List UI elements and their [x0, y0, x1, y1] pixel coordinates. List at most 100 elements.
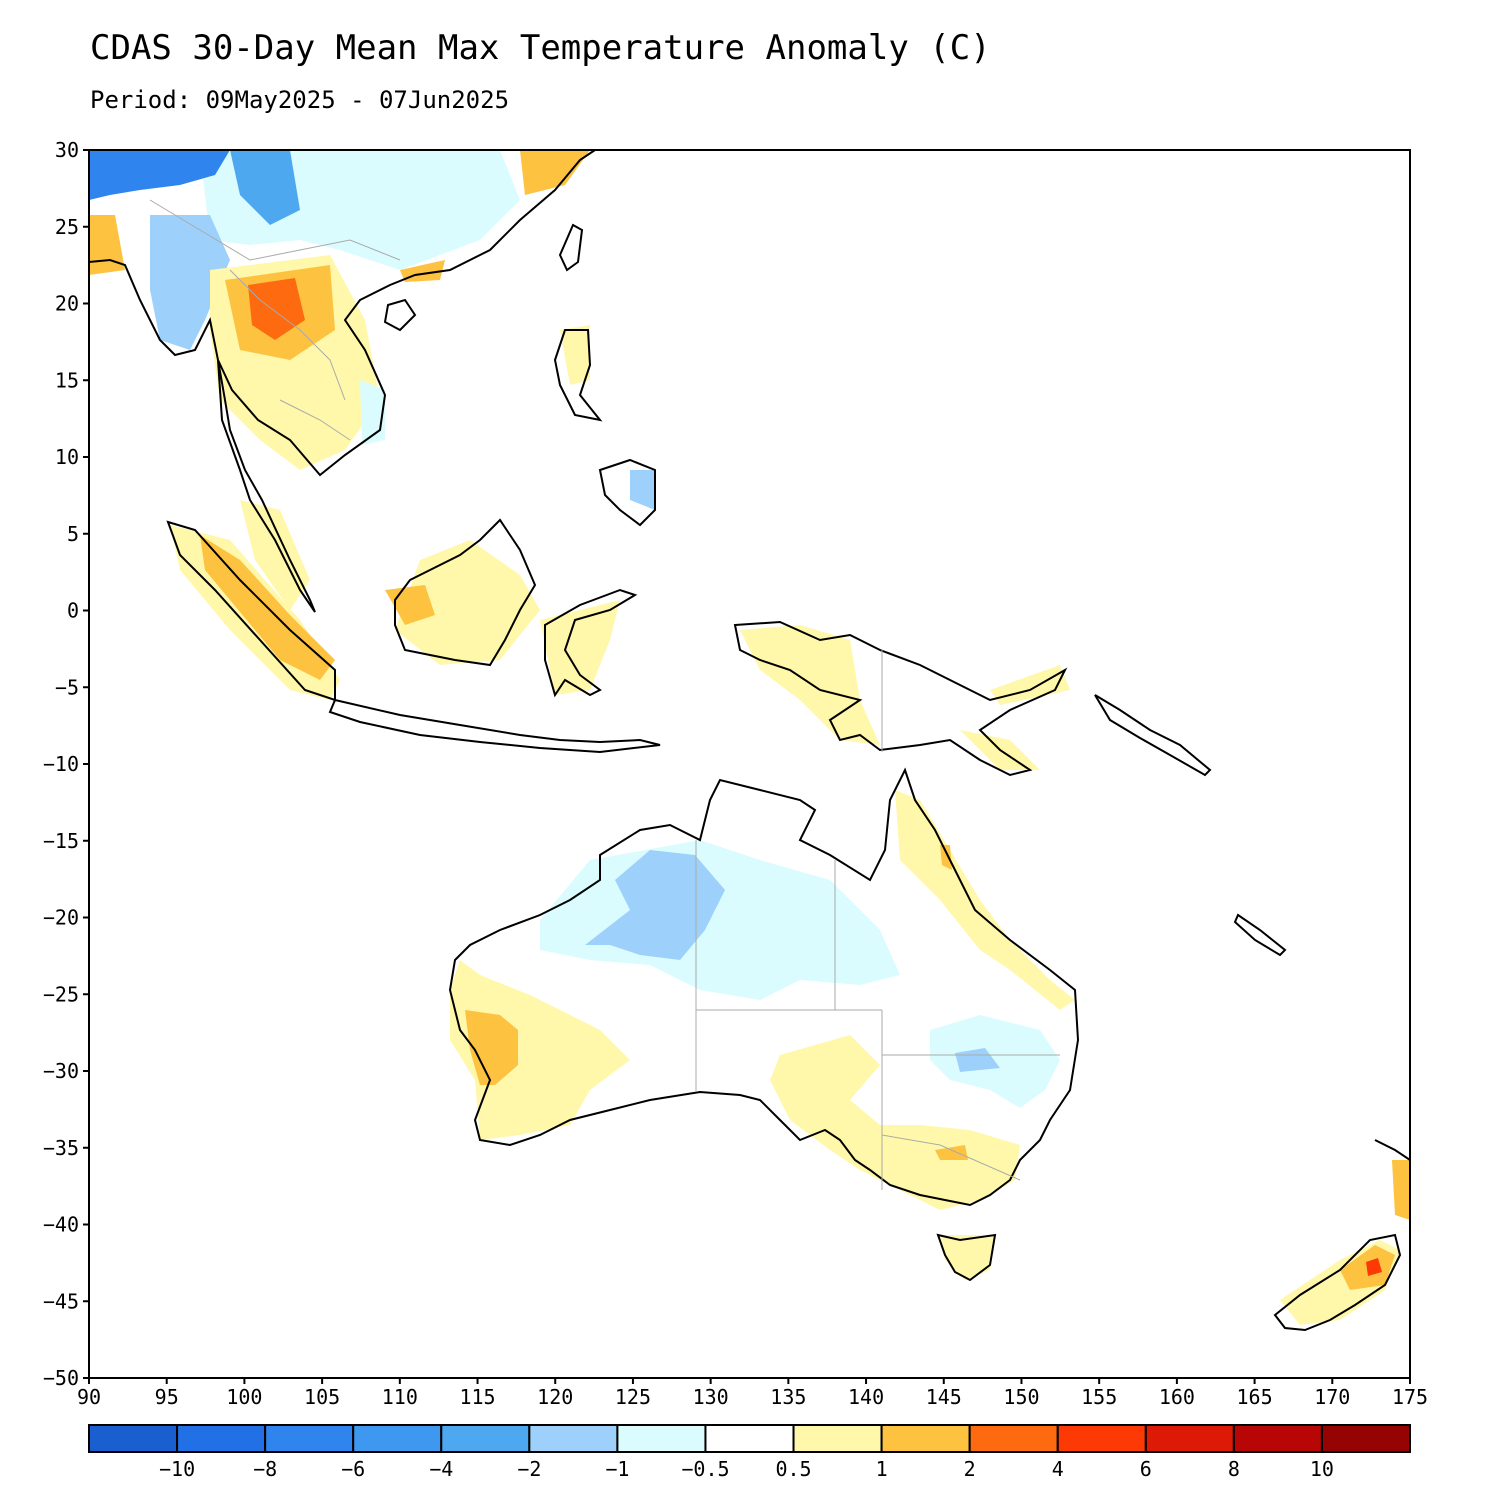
nz-north-coastline [1374, 1139, 1410, 1161]
colorbar-label: 6 [1140, 1457, 1152, 1481]
lat-tick-label: −20 [43, 906, 79, 930]
borders [149, 199, 1060, 1190]
lon-tick-label: 100 [226, 1385, 262, 1409]
lat-tick-label: −45 [43, 1289, 79, 1313]
myanmar-cool-region [150, 215, 230, 350]
sw-australia-warm-region [465, 1010, 518, 1085]
lon-tick-label: 165 [1237, 1385, 1273, 1409]
sw-australia-pale-region [450, 960, 630, 1140]
colorbar-label: 4 [1052, 1457, 1064, 1481]
new-guinea-warm-region [740, 625, 880, 745]
tasmania-warm-region [940, 1235, 995, 1280]
lon-tick-label: 105 [304, 1385, 340, 1409]
colorbar-label: −4 [429, 1457, 453, 1481]
lat-tick-label: −30 [43, 1059, 79, 1083]
qld-warm-spot [940, 845, 952, 870]
australia-coastline [448, 767, 1080, 1207]
new-guinea-coastline [733, 620, 1068, 777]
philippines-warm-region [560, 325, 590, 385]
colorbar-label: −8 [253, 1457, 277, 1481]
lon-tick-label: 150 [1003, 1385, 1039, 1409]
hainan-coastline [383, 298, 417, 332]
victoria-warm-spot [935, 1145, 968, 1160]
colorbar-swatch [1144, 1424, 1235, 1453]
lat-tick-label: −10 [43, 752, 79, 776]
colorbar-swatch [1320, 1424, 1412, 1453]
lat-tick-label: −35 [43, 1136, 79, 1160]
asia-coastline [89, 150, 596, 613]
lon-tick-label: 135 [770, 1385, 806, 1409]
lon-tick-label: 90 [77, 1385, 101, 1409]
solomon-coastline [1094, 694, 1212, 777]
lon-tick-label: 155 [1081, 1385, 1117, 1409]
lat-tick-label: 15 [55, 368, 79, 392]
lon-tick-label: 145 [926, 1385, 962, 1409]
bangladesh-warm-region [89, 215, 125, 275]
colorbar-label: −6 [341, 1457, 365, 1481]
colorbar-label: 10 [1310, 1457, 1334, 1481]
tasmania-coastline [936, 1233, 997, 1282]
sulawesi-warm-region [540, 600, 620, 695]
lon-tick-label: 130 [693, 1385, 729, 1409]
lon-tick-label: 170 [1314, 1385, 1350, 1409]
nw-australia-cold-region [585, 850, 725, 960]
nz-south-coastline [1273, 1233, 1402, 1332]
aus-vic-nsw-border [881, 1134, 1021, 1181]
new-caledonia-coastline [1233, 913, 1287, 957]
lat-tick-label: 10 [55, 445, 79, 469]
colorbar-swatch [352, 1424, 443, 1453]
luzon-coastline [553, 329, 603, 422]
south-australia-warm-region [770, 1035, 1020, 1210]
colorbar-label: −10 [159, 1457, 195, 1481]
lat-tick-label: −25 [43, 982, 79, 1006]
taiwan-coastline [558, 223, 584, 272]
guangdong-warm-region [520, 150, 590, 195]
colorbar-swatch [264, 1424, 355, 1453]
laos-hot-core [248, 278, 305, 340]
lon-tick-label: 115 [459, 1385, 495, 1409]
colorbar-swatch [704, 1424, 795, 1453]
borneo-coastline [394, 518, 537, 667]
lon-tick-label: 175 [1392, 1385, 1428, 1409]
colorbar-label: −2 [517, 1457, 541, 1481]
colorbar-label: 2 [964, 1457, 976, 1481]
colorbar-swatch [88, 1424, 179, 1453]
malaya-warm-region [240, 500, 310, 610]
lat-tick-label: −40 [43, 1213, 79, 1237]
lat-tick-label: 30 [55, 138, 79, 162]
vietnam-cool-strip [360, 380, 385, 445]
map-subtitle: Period: 09May2025 - 07Jun2025 [90, 86, 510, 114]
yunnan-cool-region [230, 150, 300, 225]
lat-tick-label: −5 [55, 675, 79, 699]
lat-tick-label: −15 [43, 829, 79, 853]
colorbar-label: −0.5 [681, 1457, 729, 1481]
colorbar: −10 −8 −6 −4 −2 −1 −0.5 0.5 1 2 4 6 8 10 [88, 1424, 1412, 1481]
colorbar-label: 1 [876, 1457, 888, 1481]
map-title: CDAS 30-Day Mean Max Temperature Anomaly… [90, 28, 991, 68]
colorbar-swatch [440, 1424, 531, 1453]
anomaly-shading [89, 150, 1410, 1325]
colorbar-swatch [176, 1424, 267, 1453]
mindanao-cool-region [630, 470, 655, 510]
lon-tick-label: 125 [615, 1385, 651, 1409]
tibet-cold-region [89, 150, 230, 200]
lon-tick-label: 140 [848, 1385, 884, 1409]
nz-north-warm-region [1392, 1160, 1410, 1220]
lat-tick-label: 0 [67, 599, 79, 623]
lon-axis: 90 95 100 105 110 115 120 125 130 135 140 145 150 155… [77, 1378, 1428, 1409]
lon-tick-label: 120 [537, 1385, 573, 1409]
lat-tick-label: 20 [55, 292, 79, 316]
borneo-pale-region [395, 540, 540, 665]
java-coastline [328, 698, 661, 754]
lat-tick-label: 5 [67, 522, 79, 546]
borneo-warm-region [385, 585, 435, 625]
lon-tick-label: 160 [1159, 1385, 1195, 1409]
lat-tick-label: 25 [55, 215, 79, 239]
colorbar-swatch [792, 1424, 883, 1453]
colorbar-label: −1 [605, 1457, 629, 1481]
se-australia-cold-spot [955, 1048, 1000, 1072]
colorbar-swatch [1232, 1424, 1323, 1453]
nz-hot-spot [1366, 1258, 1382, 1276]
lat-axis: 30 25 20 15 10 5 0 −5 −10 −15 −20 −25 −30 −35 −40 −45 −5… [43, 138, 89, 1390]
